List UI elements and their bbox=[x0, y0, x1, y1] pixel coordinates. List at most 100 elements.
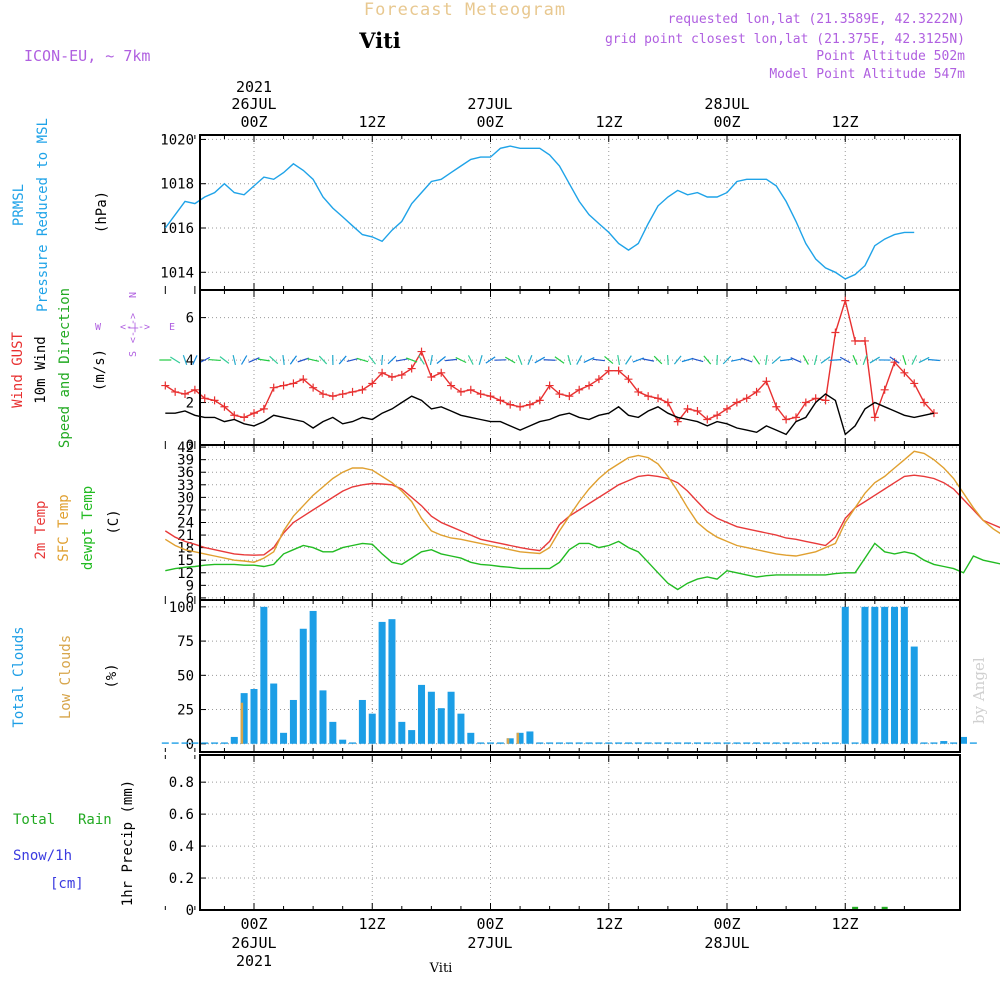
total-cloud-bar bbox=[940, 741, 948, 744]
wind-direction-arrow bbox=[182, 354, 188, 366]
top-date-2: 28JUL bbox=[704, 95, 749, 113]
temp-2m-label: 2m Temp bbox=[33, 500, 49, 559]
total-cloud-bar bbox=[339, 739, 347, 744]
gust-marker bbox=[210, 396, 219, 405]
wind-direction-arrow bbox=[673, 355, 682, 365]
total-cloud-bar bbox=[871, 606, 879, 744]
gust-marker bbox=[762, 377, 771, 386]
total-cloud-bar bbox=[467, 732, 475, 744]
gust-marker bbox=[309, 383, 318, 392]
total-cloud-bar bbox=[644, 742, 652, 744]
total-cloud-bar bbox=[299, 628, 307, 744]
total-cloud-bar bbox=[654, 742, 662, 744]
gust-marker bbox=[486, 392, 495, 401]
total-cloud-bar bbox=[250, 689, 258, 744]
wind-direction-arrow bbox=[918, 356, 930, 364]
wind-direction-arrow bbox=[395, 358, 408, 362]
gust-marker bbox=[250, 409, 258, 418]
wind-direction-arrow bbox=[642, 358, 655, 362]
bottom-hour-4: 00Z bbox=[713, 915, 740, 933]
bottom-date-2: 28JUL bbox=[704, 934, 749, 952]
gust-marker bbox=[387, 373, 396, 382]
wind-direction-arrow bbox=[820, 356, 831, 364]
gust-marker bbox=[703, 415, 712, 424]
temperature-ytick-label: 39 bbox=[177, 453, 194, 469]
gust-marker bbox=[604, 366, 613, 375]
temperature-ytick-label: 12 bbox=[177, 566, 194, 582]
temp-unit: (C) bbox=[106, 509, 122, 534]
gust-marker bbox=[742, 394, 751, 403]
wind-direction-arrow bbox=[208, 358, 221, 362]
total-cloud-bar bbox=[634, 742, 642, 744]
snow-label: Snow/1h bbox=[13, 848, 72, 864]
precipitation-ytick-label: 0.8 bbox=[169, 775, 194, 791]
total-cloud-bar bbox=[841, 606, 849, 744]
gust-marker bbox=[673, 417, 682, 426]
top-date-0: 26JUL bbox=[231, 95, 276, 113]
total-cloud-bar bbox=[753, 742, 761, 744]
gust-marker bbox=[259, 404, 268, 413]
total-cloud-bar bbox=[792, 742, 800, 744]
pressure-frame bbox=[199, 134, 961, 291]
requested-coords: requested lon,lat (21.3589E, 42.3222N) bbox=[668, 12, 965, 27]
total-cloud-bar bbox=[230, 736, 238, 744]
gust-marker bbox=[447, 381, 456, 390]
wind-direction-arrow bbox=[889, 356, 900, 364]
station-title: Viti bbox=[358, 28, 401, 53]
wind-direction-arrow bbox=[802, 355, 809, 365]
total-cloud-bar bbox=[822, 742, 830, 744]
temperature-ytick-label: 9 bbox=[186, 578, 194, 594]
total-cloud-bar bbox=[418, 684, 426, 744]
gust-marker bbox=[693, 407, 702, 416]
total-cloud-bar bbox=[555, 742, 563, 744]
gust-marker bbox=[644, 392, 653, 401]
gust-marker bbox=[851, 336, 860, 345]
total-cloud-bar bbox=[319, 690, 327, 744]
total-cloud-bar bbox=[585, 742, 593, 744]
bottom-year: 2021 bbox=[236, 952, 272, 970]
wind-direction-arrow bbox=[852, 355, 858, 365]
total-cloud-bar bbox=[280, 732, 288, 744]
total-cloud-bar bbox=[516, 732, 524, 744]
clouds-ytick-label: 75 bbox=[177, 634, 194, 650]
wind-direction-arrow bbox=[219, 356, 230, 364]
bottom-date-1: 27JUL bbox=[467, 934, 512, 952]
pressure-label-2: Pressure Reduced to MSL bbox=[35, 118, 51, 312]
gust-marker bbox=[378, 368, 387, 377]
gust-marker bbox=[663, 398, 672, 407]
wind-direction-arrow bbox=[406, 357, 418, 363]
wind-ytick-label: 0 bbox=[186, 438, 194, 454]
gust-marker bbox=[269, 383, 278, 392]
wind-direction-arrow bbox=[240, 355, 248, 365]
gust-marker bbox=[328, 392, 337, 401]
wind-direction-arrow bbox=[318, 355, 328, 365]
clouds-ytick-label: 0 bbox=[186, 737, 194, 753]
wind-direction-arrow bbox=[753, 355, 761, 365]
wind-direction-arrow bbox=[666, 354, 669, 366]
rain-bar bbox=[852, 906, 859, 910]
temperature-ytick-label: 27 bbox=[177, 503, 194, 519]
compass-e: E bbox=[169, 322, 175, 333]
gust-marker bbox=[338, 390, 347, 399]
gust-marker bbox=[318, 390, 327, 399]
gust-marker bbox=[880, 385, 889, 394]
total-cloud-bar bbox=[831, 742, 839, 744]
total-cloud-bar bbox=[782, 742, 790, 744]
snow-unit-label: [cm] bbox=[50, 876, 84, 892]
wind-direction-arrow bbox=[543, 359, 556, 361]
top-date-1: 27JUL bbox=[467, 95, 512, 113]
bottom-hour-1: 12Z bbox=[358, 915, 385, 933]
low-clouds-label: Low Clouds bbox=[58, 635, 74, 719]
gust-marker bbox=[417, 347, 426, 356]
gust-marker bbox=[200, 394, 209, 403]
temperature-ytick-label: 36 bbox=[177, 465, 194, 481]
temperature-ytick-label: 42 bbox=[177, 440, 194, 456]
wind-direction-arrow bbox=[282, 354, 285, 366]
total-cloud-bar bbox=[240, 693, 248, 744]
gust-marker bbox=[841, 296, 850, 305]
wind-direction-arrow bbox=[248, 357, 260, 363]
total-cloud-bar bbox=[674, 742, 682, 744]
compass-s: S bbox=[128, 351, 139, 357]
gust-marker bbox=[870, 413, 879, 422]
gust-marker bbox=[791, 413, 800, 422]
